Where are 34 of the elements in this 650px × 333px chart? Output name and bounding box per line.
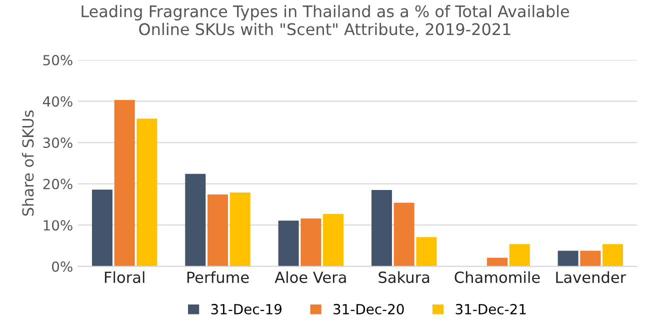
- y-tick-label: 10%: [44, 220, 72, 231]
- y-axis-title: Share of SKUs: [22, 110, 34, 216]
- x-tick-label: Sakura: [378, 271, 430, 284]
- x-tick-label: Aloe Vera: [274, 271, 346, 284]
- bar: [185, 174, 206, 266]
- x-tick-label: Chamomile: [454, 271, 540, 284]
- bar: [323, 214, 344, 266]
- bar: [602, 244, 624, 266]
- bar: [208, 194, 228, 266]
- x-tick-label: Lavender: [556, 271, 626, 284]
- bar: [371, 190, 392, 266]
- y-tick-label: 30%: [43, 137, 72, 148]
- bar: [230, 192, 250, 266]
- y-tick-label: 50%: [43, 54, 72, 66]
- bar: [300, 218, 322, 266]
- legend-label: 31-Dec-20: [334, 304, 404, 314]
- bar: [558, 250, 578, 266]
- bar: [509, 244, 530, 266]
- bar: [114, 100, 135, 266]
- y-tick-label: 0%: [52, 261, 72, 272]
- bar: [416, 237, 437, 266]
- legend-label: 31-Dec-21: [456, 304, 526, 314]
- bar: [487, 258, 508, 266]
- chart-title: Leading Fragrance Types in Thailand as a % of Total Available Online SKUs with "Scent" Attribute, 2019-2021: [82, 4, 569, 37]
- x-tick-label: Perfume: [187, 271, 249, 284]
- y-tick-label: 40%: [42, 96, 72, 107]
- bar: [394, 202, 414, 266]
- bar: [136, 118, 158, 266]
- bar: [278, 220, 299, 266]
- bar: [92, 190, 112, 266]
- legend-label: 31-Dec-19: [211, 304, 282, 314]
- bar: [580, 250, 601, 266]
- y-tick-label: 20%: [43, 178, 72, 190]
- x-tick-label: Floral: [104, 271, 144, 284]
